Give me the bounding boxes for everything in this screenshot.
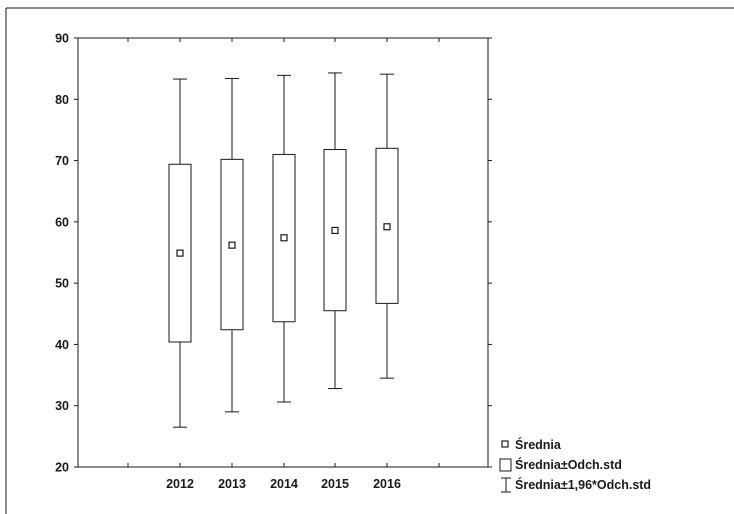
- y-tick-label: 30: [55, 399, 69, 413]
- plot-area-border: [77, 37, 489, 468]
- y-axis: 20 30 40 50 60 70 80 90: [55, 32, 492, 475]
- y-tick-label: 70: [55, 154, 69, 168]
- legend: Średnia Średnia±Odch.std Średnia±1,96*Odch…: [499, 437, 651, 493]
- mean-marker: [228, 241, 236, 249]
- y-tick-label: 60: [55, 215, 69, 229]
- x-tick-label: 2016: [373, 477, 401, 491]
- y-tick-label: 80: [55, 93, 69, 107]
- legend-whisker-symbol: [501, 477, 511, 493]
- plot-marks: [168, 72, 399, 428]
- legend-ci-label: Średnia±1,96*Odch.std: [515, 477, 651, 492]
- x-tick-label: 2014: [270, 477, 298, 491]
- mean-marker: [383, 223, 391, 231]
- legend-sd-label: Średnia±Odch.std: [515, 457, 622, 472]
- box-group-2012: [168, 78, 192, 428]
- box-group-2015: [323, 72, 347, 390]
- x-tick-label: 2012: [166, 477, 194, 491]
- x-tick-label: 2015: [321, 477, 349, 491]
- box-group-2016: [375, 73, 399, 379]
- y-tick-label: 90: [55, 32, 69, 46]
- box-group-2013: [220, 77, 244, 413]
- y-tick-label: 50: [55, 277, 69, 291]
- box-group-2014: [272, 74, 296, 403]
- legend-mean-label: Średnia: [515, 437, 562, 452]
- mean-marker: [280, 234, 288, 242]
- legend-sd-symbol: [499, 458, 512, 472]
- legend-mean-symbol: [501, 440, 509, 448]
- mean-marker: [176, 249, 184, 257]
- y-tick-label: 20: [55, 461, 69, 475]
- mean-marker: [331, 226, 339, 235]
- y-tick-label: 40: [55, 338, 69, 352]
- x-axis: 2012 2013 2014 2015 2016: [127, 38, 440, 491]
- x-tick-label: 2013: [218, 477, 246, 491]
